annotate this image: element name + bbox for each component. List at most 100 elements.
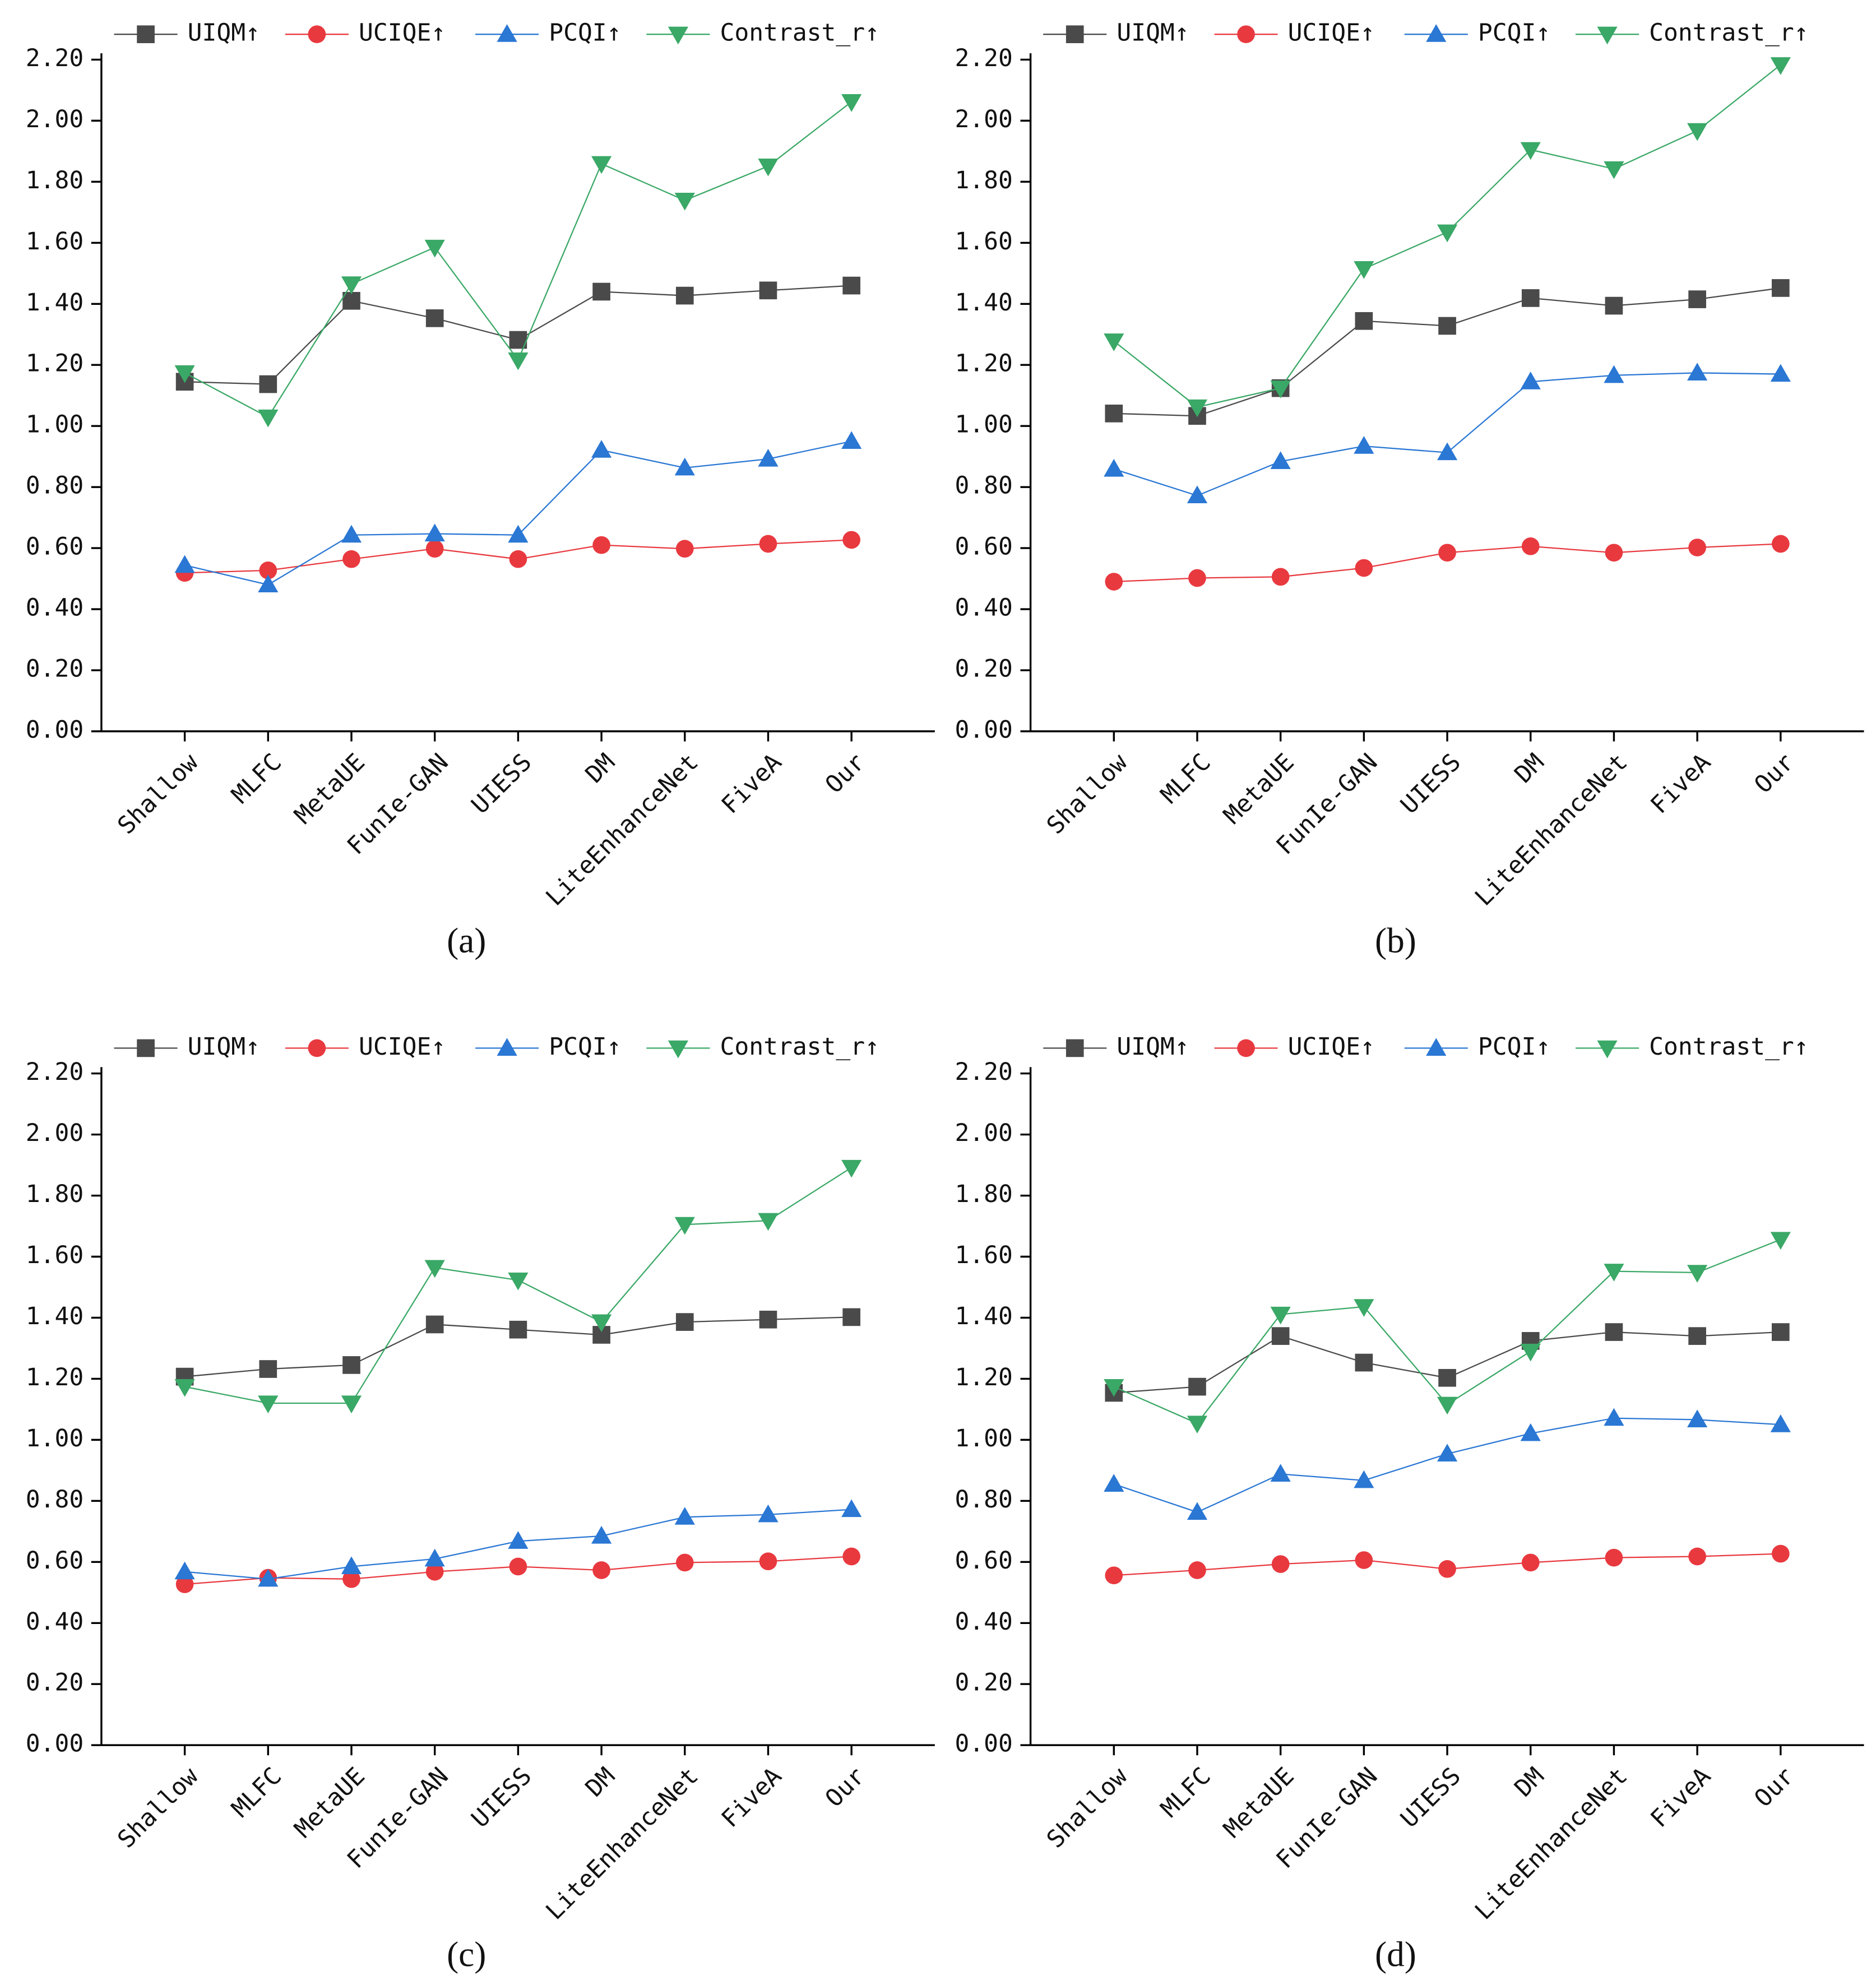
- marker: [1605, 1548, 1623, 1567]
- panel-label: (c): [447, 1935, 486, 1974]
- y-tick-label: 1.20: [955, 1363, 1012, 1391]
- marker: [259, 375, 277, 393]
- marker: [668, 1040, 688, 1059]
- marker: [1355, 1551, 1373, 1569]
- legend-label: UIQM↑: [188, 1033, 260, 1061]
- panel-label: (a): [447, 921, 486, 960]
- y-tick-label: 2.00: [26, 105, 84, 133]
- legend-label: Contrast_r↑: [720, 19, 879, 47]
- y-tick-label: 2.20: [26, 1058, 84, 1086]
- marker: [1688, 1327, 1706, 1345]
- marker: [1597, 1040, 1618, 1059]
- marker: [1188, 1377, 1206, 1396]
- y-tick-label: 2.00: [26, 1119, 84, 1147]
- x-tick-label: UIESS: [466, 748, 538, 819]
- marker: [675, 286, 694, 305]
- y-tick-label: 1.00: [26, 1424, 84, 1453]
- marker: [508, 525, 529, 543]
- marker: [1270, 1464, 1291, 1482]
- marker: [1597, 26, 1618, 45]
- marker: [1270, 381, 1291, 398]
- y-tick-label: 1.60: [26, 1241, 84, 1269]
- marker: [1104, 458, 1124, 477]
- marker: [425, 309, 444, 327]
- series-line: [1113, 372, 1781, 497]
- y-tick-label: 0.20: [26, 655, 84, 683]
- marker: [342, 550, 360, 568]
- marker: [759, 535, 777, 553]
- marker: [342, 1570, 360, 1588]
- marker: [1437, 224, 1458, 243]
- marker: [674, 1507, 695, 1525]
- marker: [1237, 1039, 1255, 1057]
- marker: [591, 156, 612, 174]
- marker: [668, 26, 688, 45]
- marker: [341, 276, 362, 294]
- marker: [759, 1552, 777, 1571]
- x-tick-label: LiteEnhanceNet: [1470, 748, 1633, 911]
- marker: [1354, 436, 1374, 454]
- marker: [1687, 1265, 1708, 1283]
- marker: [342, 1356, 360, 1374]
- marker: [174, 555, 195, 573]
- marker: [341, 525, 362, 543]
- marker: [1688, 290, 1706, 308]
- marker: [1520, 1343, 1541, 1362]
- x-tick-label: Our: [820, 748, 870, 799]
- marker: [841, 1499, 862, 1518]
- marker: [1687, 363, 1708, 381]
- marker: [1520, 142, 1541, 160]
- marker: [1237, 25, 1255, 44]
- legend-label: UCIQE↑: [1288, 19, 1375, 47]
- y-tick-label: 1.60: [955, 228, 1012, 256]
- y-tick-label: 0.80: [955, 472, 1012, 500]
- y-tick-label: 1.40: [26, 289, 84, 317]
- chart-panel: 0.00 0.20 0.40 0.60 0.80 1.00 1.20 1.40 1.60 1.80…: [955, 19, 1864, 960]
- marker: [509, 1557, 527, 1576]
- legend-label: UIQM↑: [1117, 1033, 1189, 1061]
- marker: [1521, 1553, 1540, 1572]
- marker: [1354, 261, 1374, 279]
- x-tick-label: DM: [580, 1762, 620, 1802]
- marker: [592, 1561, 610, 1579]
- marker: [1521, 289, 1540, 307]
- x-tick-label: UIESS: [1395, 1762, 1466, 1833]
- marker: [1187, 485, 1208, 503]
- x-tick-label: Shallow: [112, 1762, 203, 1853]
- marker: [1354, 1299, 1374, 1317]
- marker: [1104, 1379, 1124, 1397]
- y-tick-label: 1.40: [955, 289, 1012, 317]
- marker: [674, 1217, 695, 1235]
- y-tick-label: 0.20: [955, 655, 1012, 683]
- legend-label: UCIQE↑: [359, 1033, 446, 1061]
- marker: [259, 1360, 277, 1378]
- x-tick-label: MetaUE: [1219, 1762, 1300, 1843]
- y-tick-label: 0.40: [26, 594, 84, 622]
- x-tick-label: FiveA: [1645, 1762, 1716, 1833]
- marker: [1355, 312, 1373, 330]
- y-tick-label: 0.00: [955, 1730, 1012, 1758]
- marker: [425, 1315, 444, 1334]
- marker: [1605, 1323, 1623, 1341]
- y-tick-label: 1.80: [26, 166, 84, 194]
- x-tick-label: LiteEnhanceNet: [1470, 1762, 1633, 1925]
- marker: [592, 282, 610, 301]
- marker: [591, 1525, 612, 1544]
- legend-label: Contrast_r↑: [1649, 19, 1808, 47]
- x-tick-label: Our: [820, 1762, 870, 1812]
- y-tick-label: 0.60: [955, 1547, 1012, 1575]
- marker: [424, 1260, 445, 1278]
- x-tick-label: MLFC: [1155, 748, 1216, 809]
- marker: [1520, 372, 1541, 389]
- marker: [675, 1553, 694, 1572]
- marker: [592, 536, 610, 554]
- marker: [842, 1547, 860, 1566]
- y-tick-label: 0.60: [26, 533, 84, 561]
- legend-label: UCIQE↑: [1288, 1033, 1375, 1061]
- marker: [1438, 1560, 1456, 1578]
- marker: [1604, 1408, 1624, 1426]
- chart-panel: 0.00 0.20 0.40 0.60 0.80 1.00 1.20 1.40 1.60 1.80…: [955, 1033, 1864, 1974]
- marker: [1066, 25, 1084, 44]
- marker: [424, 239, 445, 258]
- y-tick-label: 2.20: [955, 44, 1012, 72]
